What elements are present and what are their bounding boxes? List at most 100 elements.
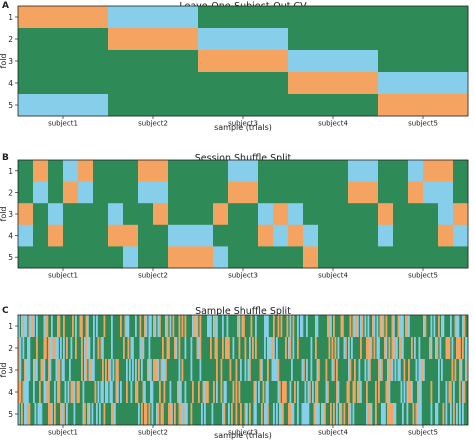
- heatmap-stripe: [424, 315, 427, 337]
- heatmap-stripe: [355, 315, 358, 337]
- heatmap-stripe: [400, 337, 403, 359]
- heatmap-cell: [438, 203, 454, 226]
- heatmap-stripe: [33, 315, 35, 337]
- heatmap-stripe: [459, 403, 461, 425]
- heatmap-stripe: [178, 359, 181, 381]
- heatmap-stripe: [142, 337, 145, 359]
- y-axis-label: fold: [0, 362, 8, 377]
- heatmap-stripe: [267, 315, 269, 337]
- heatmap-stripe: [304, 381, 307, 403]
- heatmap-stripe: [265, 381, 268, 403]
- heatmap-cell: [123, 203, 139, 226]
- heatmap-stripe: [235, 359, 238, 381]
- heatmap-stripe: [213, 315, 215, 337]
- heatmap-stripe: [400, 381, 403, 403]
- y-axis-label: fold: [0, 206, 8, 221]
- heatmap-stripe: [85, 337, 88, 359]
- heatmap-stripe: [349, 359, 352, 381]
- heatmap-stripe: [202, 381, 205, 403]
- heatmap-cell: [18, 203, 34, 226]
- heatmap-stripe: [141, 337, 143, 359]
- heatmap-cell: [243, 224, 259, 247]
- heatmap-stripe: [150, 381, 152, 403]
- heatmap-stripe: [45, 381, 47, 403]
- heatmap-cell: [303, 246, 319, 269]
- heatmap-stripe: [48, 359, 50, 381]
- heatmap-stripe: [40, 359, 43, 381]
- heatmap-stripe: [111, 403, 113, 425]
- heatmap-stripe: [223, 403, 226, 425]
- heatmap-stripe: [277, 315, 280, 337]
- heatmap-stripe: [375, 381, 377, 403]
- heatmap-cell: [423, 246, 439, 269]
- heatmap-stripe: [384, 337, 386, 359]
- heatmap-cell: [243, 160, 259, 182]
- heatmap-stripe: [277, 359, 280, 381]
- panel-letter: C: [2, 306, 9, 316]
- heatmap-cell: [198, 224, 214, 247]
- heatmap-stripe: [459, 381, 461, 403]
- heatmap-cell: [273, 160, 289, 182]
- heatmap-stripe: [211, 403, 214, 425]
- heatmap-stripe: [48, 337, 50, 359]
- heatmap-stripe: [451, 337, 454, 359]
- heatmap-cell: [393, 203, 409, 226]
- heatmap-stripe: [453, 403, 455, 425]
- heatmap-stripe: [394, 403, 397, 425]
- heatmap-stripe: [175, 337, 178, 359]
- heatmap-stripe: [52, 337, 55, 359]
- heatmap-stripe: [316, 315, 319, 337]
- heatmap-cell: [243, 246, 259, 269]
- heatmap-stripe: [150, 359, 152, 381]
- heatmap-stripe: [18, 315, 20, 337]
- heatmap-stripe: [261, 359, 263, 381]
- heatmap-cell: [408, 181, 424, 204]
- heatmap-cell: [78, 246, 94, 269]
- heatmap-stripe: [136, 381, 139, 403]
- heatmap-stripe: [247, 359, 250, 381]
- heatmap-stripe: [456, 337, 458, 359]
- heatmap-stripe: [244, 403, 247, 425]
- heatmap-stripe: [348, 359, 350, 381]
- heatmap-cell: [288, 160, 304, 182]
- x-tick-label: subject4: [318, 120, 348, 128]
- heatmap-cell: [423, 160, 439, 182]
- heatmap-stripe: [190, 337, 193, 359]
- heatmap-stripe: [204, 403, 206, 425]
- heatmap-cell: [108, 72, 199, 95]
- y-tick-label: 3: [8, 57, 13, 66]
- heatmap-stripe: [207, 381, 209, 403]
- heatmap-stripe: [22, 337, 25, 359]
- heatmap-stripe: [51, 337, 53, 359]
- heatmap-cell: [393, 160, 409, 182]
- heatmap-stripe: [433, 315, 436, 337]
- heatmap-stripe: [394, 337, 397, 359]
- heatmap-stripe: [337, 381, 340, 403]
- heatmap-stripe: [190, 403, 193, 425]
- heatmap-stripe: [30, 315, 32, 337]
- heatmap-cell: [108, 181, 124, 204]
- heatmap-cell: [348, 181, 364, 204]
- heatmap-cell: [213, 181, 229, 204]
- heatmap-cell: [303, 181, 319, 204]
- heatmap-stripe: [270, 337, 272, 359]
- heatmap-stripe: [418, 337, 421, 359]
- heatmap-stripe: [423, 315, 425, 337]
- heatmap-cell: [228, 224, 244, 247]
- heatmap-stripe: [138, 359, 140, 381]
- heatmap-cell: [198, 6, 289, 29]
- heatmap-stripe: [24, 359, 26, 381]
- heatmap-cell: [108, 6, 199, 29]
- heatmap-stripe: [292, 403, 295, 425]
- x-tick-label: subject1: [48, 429, 78, 437]
- heatmap-stripe: [352, 403, 355, 425]
- heatmap-stripe: [25, 403, 28, 425]
- heatmap-stripe: [105, 359, 107, 381]
- heatmap-stripe: [370, 403, 373, 425]
- heatmap-stripe: [288, 337, 290, 359]
- heatmap-stripe: [423, 359, 425, 381]
- heatmap-stripe: [276, 337, 278, 359]
- heatmap-cell: [213, 203, 229, 226]
- heatmap-stripe: [304, 403, 307, 425]
- heatmap-stripe: [232, 337, 235, 359]
